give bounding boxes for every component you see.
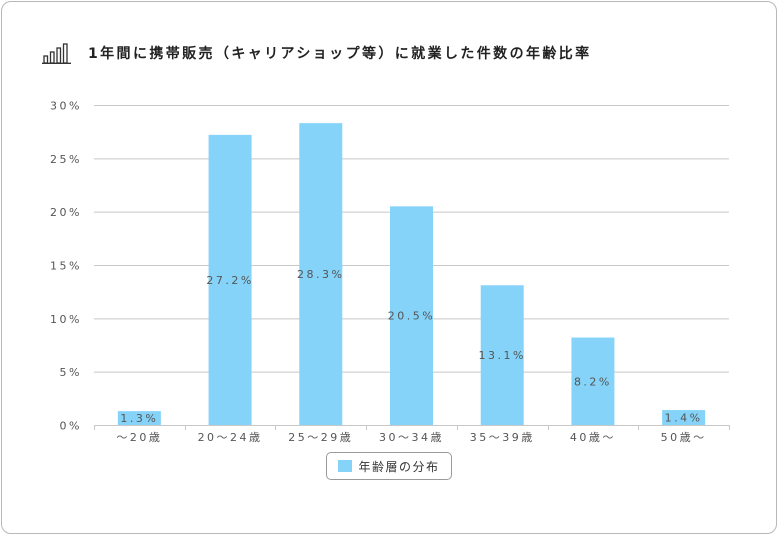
data-label: 1.3% <box>120 412 158 425</box>
x-axis-ticks: ～20歳 20～24歳 25～29歳 30～34歳 35～39歳 40歳～ 50歳～ <box>94 425 730 444</box>
data-label: 13.1% <box>478 349 525 362</box>
bar[interactable] <box>299 123 343 425</box>
bar[interactable] <box>480 285 524 425</box>
legend[interactable]: 年齢層の分布 <box>326 452 452 480</box>
chart-title: 1年間に携帯販売（キャリアショップ等）に就業した件数の年齢比率 <box>88 46 592 62</box>
x-tick-label: 50歳～ <box>661 431 707 444</box>
data-label: 28.3% <box>297 268 344 281</box>
x-tick-label: ～20歳 <box>116 431 162 444</box>
bar-chart-icon <box>42 43 71 64</box>
data-label: 8.2% <box>574 375 612 388</box>
bar[interactable] <box>117 411 161 425</box>
y-axis-ticks: 0% 5% 10% 15% 20% 25% 30% <box>50 100 82 433</box>
y-tick-label: 0% <box>60 420 82 433</box>
legend-swatch <box>338 460 353 472</box>
y-tick-label: 5% <box>60 366 82 379</box>
x-tick-label: 35～39歳 <box>470 431 535 444</box>
x-tick-label: 30～34歳 <box>379 431 444 444</box>
bar[interactable] <box>208 134 252 425</box>
bar[interactable] <box>662 410 706 425</box>
bars <box>117 123 706 425</box>
data-label: 1.4% <box>665 412 703 425</box>
legend-label: 年齢層の分布 <box>358 459 440 474</box>
y-tick-label: 20% <box>50 206 82 219</box>
x-tick-label: 20～24歳 <box>198 431 263 444</box>
data-label: 20.5% <box>388 310 435 323</box>
y-tick-label: 10% <box>50 313 82 326</box>
y-tick-label: 25% <box>50 153 82 166</box>
x-tick-label: 40歳～ <box>570 431 616 444</box>
y-tick-label: 30% <box>50 100 82 113</box>
y-tick-label: 15% <box>50 260 82 273</box>
data-labels: 1.3% 27.2% 28.3% 20.5% 13.1% 8.2% 1.4% <box>120 268 703 425</box>
bar[interactable] <box>571 337 615 425</box>
data-label: 27.2% <box>206 274 253 287</box>
x-tick-label: 25～29歳 <box>288 431 353 444</box>
bar[interactable] <box>390 206 433 425</box>
title-row: 1年間に携帯販売（キャリアショップ等）に就業した件数の年齢比率 <box>42 40 592 66</box>
